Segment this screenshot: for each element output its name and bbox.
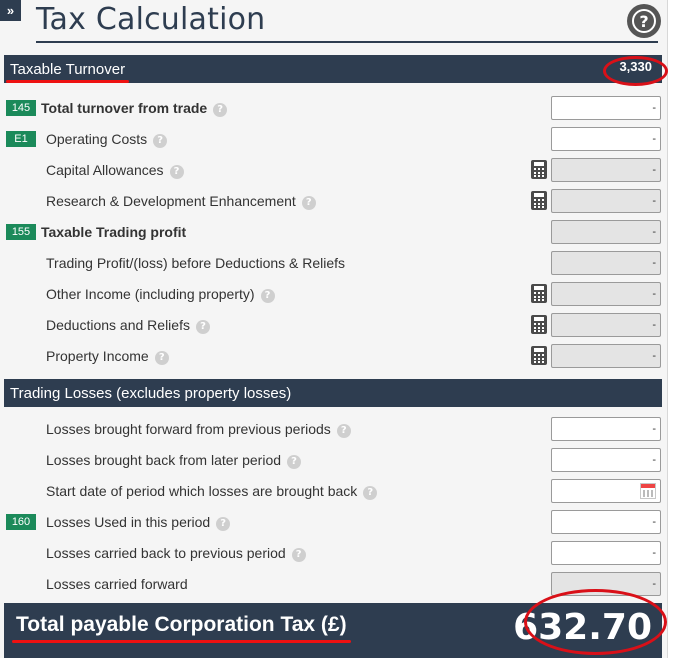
row-label: Losses Used in this period? bbox=[46, 514, 231, 531]
row-label: Losses brought back from later period? bbox=[46, 452, 302, 469]
expand-sidebar-button[interactable]: » bbox=[0, 0, 21, 21]
row-losses-carried-back: Losses carried back to previous period? … bbox=[4, 540, 662, 568]
red-underline-annotation bbox=[6, 79, 130, 83]
row-label: Deductions and Reliefs? bbox=[46, 317, 210, 334]
trading-profit-before-deductions-field: - bbox=[551, 251, 661, 275]
box-badge: E1 bbox=[6, 131, 36, 147]
losses-brought-back-input[interactable]: - bbox=[551, 448, 661, 472]
help-icon[interactable]: ? bbox=[169, 165, 184, 179]
help-icon[interactable]: ? bbox=[260, 289, 275, 303]
other-income-field: - bbox=[551, 282, 661, 306]
box-badge: 160 bbox=[6, 514, 36, 530]
rd-enhancement-field: - bbox=[551, 189, 661, 213]
help-icon[interactable]: ? bbox=[287, 455, 302, 469]
section-trading-losses: Trading Losses (excludes property losses… bbox=[4, 379, 662, 407]
section-title: Trading Losses (excludes property losses… bbox=[10, 384, 292, 402]
total-turnover-input[interactable]: - bbox=[551, 96, 661, 120]
row-property-income: Property Income? - bbox=[4, 343, 662, 371]
box-badge: 155 bbox=[6, 224, 36, 240]
help-icon[interactable]: ? bbox=[195, 320, 210, 334]
calculator-icon[interactable] bbox=[531, 315, 547, 334]
row-rd-enhancement: Research & Development Enhancement? - bbox=[4, 188, 662, 216]
row-total-turnover: 145 Total turnover from trade? - bbox=[4, 95, 662, 123]
total-label: Total payable Corporation Tax (£) bbox=[12, 613, 351, 643]
row-label: Trading Profit/(loss) before Deductions … bbox=[46, 255, 346, 271]
section-title: Taxable Turnover bbox=[6, 61, 130, 83]
page-title: Tax Calculation bbox=[36, 2, 266, 37]
row-losses-used: 160 Losses Used in this period? - bbox=[4, 509, 662, 537]
row-label: Losses carried back to previous period? bbox=[46, 545, 306, 562]
row-other-income: Other Income (including property)? - bbox=[4, 281, 662, 309]
row-taxable-trading-profit: 155 Taxable Trading profit - bbox=[4, 219, 662, 247]
row-label: Other Income (including property)? bbox=[46, 286, 275, 303]
row-losses-brought-forward: Losses brought forward from previous per… bbox=[4, 416, 662, 444]
section-taxable-turnover: Taxable Turnover 3,330 bbox=[4, 55, 662, 83]
row-label: Capital Allowances? bbox=[46, 162, 184, 179]
help-button[interactable]: ? bbox=[627, 4, 661, 38]
help-icon[interactable]: ? bbox=[301, 196, 316, 210]
property-income-field: - bbox=[551, 344, 661, 368]
taxable-trading-profit-field: - bbox=[551, 220, 661, 244]
row-operating-costs: E1 Operating Costs? - bbox=[4, 126, 662, 154]
row-deductions-reliefs: Deductions and Reliefs? - bbox=[4, 312, 662, 340]
row-start-date-losses: Start date of period which losses are br… bbox=[4, 478, 662, 506]
calculator-icon[interactable] bbox=[531, 346, 547, 365]
losses-used-input[interactable]: - bbox=[551, 510, 661, 534]
help-icon[interactable]: ? bbox=[291, 548, 306, 562]
row-label: Taxable Trading profit bbox=[41, 224, 187, 240]
help-icon[interactable]: ? bbox=[363, 486, 378, 500]
calendar-icon[interactable] bbox=[640, 483, 656, 499]
calculator-icon[interactable] bbox=[531, 191, 547, 210]
row-trading-profit-before-deductions: Trading Profit/(loss) before Deductions … bbox=[4, 250, 662, 278]
operating-costs-input[interactable]: - bbox=[551, 127, 661, 151]
help-icon[interactable]: ? bbox=[336, 424, 351, 438]
start-date-input[interactable] bbox=[551, 479, 661, 503]
row-capital-allowances: Capital Allowances? - bbox=[4, 157, 662, 185]
row-label: Property Income? bbox=[46, 348, 169, 365]
losses-brought-forward-input[interactable]: - bbox=[551, 417, 661, 441]
help-icon[interactable]: ? bbox=[216, 517, 231, 531]
row-label: Research & Development Enhancement? bbox=[46, 193, 316, 210]
row-label: Losses carried forward bbox=[46, 576, 188, 592]
row-label: Total turnover from trade? bbox=[41, 100, 228, 117]
title-divider bbox=[36, 41, 658, 43]
help-icon[interactable]: ? bbox=[154, 351, 169, 365]
deductions-reliefs-field: - bbox=[551, 313, 661, 337]
help-icon[interactable]: ? bbox=[153, 134, 168, 148]
row-label: Start date of period which losses are br… bbox=[46, 483, 378, 500]
red-underline-annotation bbox=[12, 640, 351, 643]
help-icon: ? bbox=[632, 9, 656, 33]
help-icon[interactable]: ? bbox=[213, 103, 228, 117]
capital-allowances-field: - bbox=[551, 158, 661, 182]
calculator-icon[interactable] bbox=[531, 160, 547, 179]
row-losses-brought-back: Losses brought back from later period? - bbox=[4, 447, 662, 475]
calculator-icon[interactable] bbox=[531, 284, 547, 303]
red-circle-annotation bbox=[524, 589, 667, 655]
red-circle-annotation bbox=[603, 56, 668, 86]
row-label: Operating Costs? bbox=[46, 131, 168, 148]
row-label: Losses brought forward from previous per… bbox=[46, 421, 351, 438]
losses-carried-back-input[interactable]: - bbox=[551, 541, 661, 565]
box-badge: 145 bbox=[6, 100, 36, 116]
